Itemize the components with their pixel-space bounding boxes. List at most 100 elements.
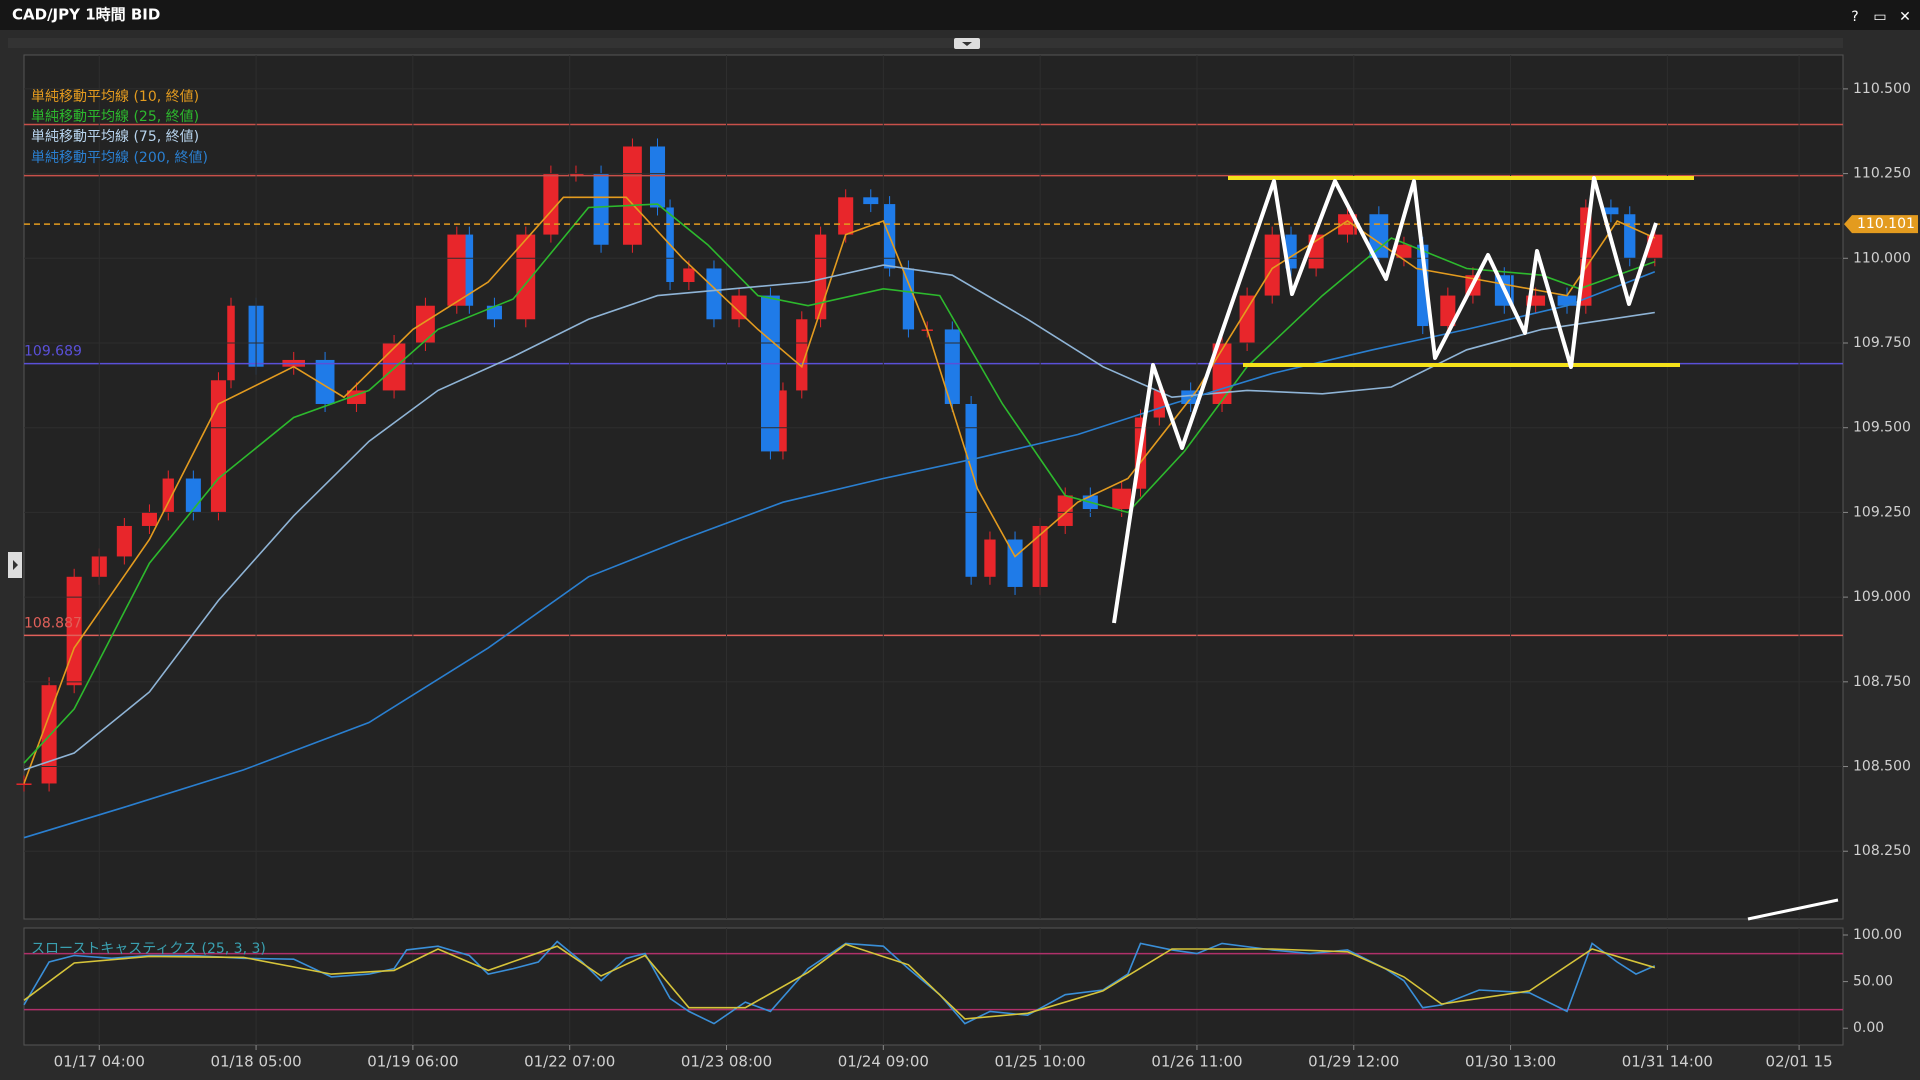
candle-body [162,478,174,513]
candle-body [1264,234,1280,296]
candle-body [447,234,467,306]
current-price-label: 110.101 [1857,216,1915,232]
candle-body [465,234,474,306]
candle-body [706,268,722,320]
candle-body [902,268,915,330]
trend-drawing [1747,898,1839,921]
maximize-button[interactable]: ▭ [1873,9,1886,25]
candle-body [731,295,747,320]
title-bar [0,0,1920,30]
candle-body [1624,214,1636,259]
current-price-tag [1844,215,1918,234]
x-tick-label: 01/18 05:00 [210,1053,301,1071]
candle-body [315,359,335,404]
x-tick-label: 01/24 09:00 [838,1053,929,1071]
candle-body [41,685,57,784]
legend: 単純移動平均線 (10, 終値) 単純移動平均線 (25, 終値) 単純移動平均… [31,89,208,166]
stoch-title: スローストキャスティクス (25, 3, 3) [31,941,266,957]
y-tick-label: 109.750 [1853,335,1911,351]
toggle-arrow [962,42,972,46]
y-tick-label: 110.250 [1853,166,1911,182]
series-line [23,271,1656,839]
candle-body [416,305,435,343]
toolbar [8,38,1843,48]
candle-body [210,380,226,513]
x-tick-label: 01/19 06:00 [367,1053,458,1071]
level-label: 109.689 [24,344,82,360]
candle-body [649,146,666,208]
y-tick-label: 110.500 [1853,81,1911,97]
legend-entry: 単純移動平均線 (200, 終値) [31,150,208,166]
candle-body [814,234,827,320]
series-line [23,264,1655,771]
drawings [1112,176,1839,921]
y-tick-label: 108.500 [1853,759,1911,775]
candle-body [984,539,996,577]
series-line [23,196,1656,784]
x-tick-label: 01/31 14:00 [1622,1053,1713,1071]
series-line [23,203,1656,764]
candle-body [623,146,642,245]
x-tick-label: 01/17 04:00 [54,1053,145,1071]
zigzag-drawing [1112,176,1658,624]
x-tick-label: 01/23 08:00 [681,1053,772,1071]
candle-body [116,525,132,557]
candle-body [863,197,879,205]
candle-body [1112,488,1132,510]
candle-body [944,329,960,404]
candle-body [486,305,502,320]
side-arrow [13,560,18,570]
candle-body [1440,295,1456,327]
y-tick-label: 0.00 [1853,1020,1884,1036]
legend-entry: 単純移動平均線 (25, 終値) [31,109,199,125]
main-plot [23,54,1844,920]
candle-body [1153,390,1165,418]
stoch-plot [23,927,1844,1046]
y-tick-label: 50.00 [1853,974,1893,990]
y-tick-label: 109.000 [1853,589,1911,605]
x-tick-label: 02/01 15 [1766,1053,1833,1071]
candle-body [1526,295,1546,306]
candle-body [185,478,201,513]
candle-body [965,403,977,577]
y-tick-label: 108.250 [1853,843,1911,859]
close-button[interactable]: ✕ [1899,9,1911,25]
candle-body [838,197,854,235]
window-title: CAD/JPY 1時間 BID [12,6,160,24]
candle-body [141,512,157,526]
candle-body [1239,295,1255,343]
candle-body [382,343,406,391]
candle-body [593,173,609,245]
candle-body [779,390,787,452]
marks: 108.250 108.500 108.750 109.000 109.250 109.5… [16,55,1918,1071]
x-tick-label: 01/29 12:00 [1308,1053,1399,1071]
candle-body [16,783,32,785]
help-button[interactable]: ? [1851,9,1858,25]
candle-body [796,319,808,391]
candle-body [1557,295,1577,306]
y-tick-label: 100.00 [1853,927,1902,943]
x-tick-label: 01/22 07:00 [524,1053,615,1071]
candle-body [1369,214,1389,259]
legend-entry: 単純移動平均線 (10, 終値) [31,89,199,105]
candle-body [516,234,536,320]
y-tick-label: 109.250 [1853,504,1911,520]
x-tick-label: 01/25 10:00 [995,1053,1086,1071]
candle-body [1417,244,1429,327]
legend-entry: 単純移動平均線 (75, 終値) [31,129,199,145]
x-tick-label: 01/26 11:00 [1151,1053,1242,1071]
candle-body [683,268,695,283]
level-label: 108.887 [24,615,82,631]
candle-body [761,295,780,452]
candle-body [1285,234,1297,269]
series-line [23,940,1656,1025]
candle-body [543,173,559,235]
y-tick-label: 110.000 [1853,250,1911,266]
x-tick-label: 01/30 13:00 [1465,1053,1556,1071]
y-tick-label: 108.750 [1853,674,1911,690]
y-tick-label: 109.500 [1853,420,1911,436]
series-line [23,943,1656,1020]
candle-body [1603,207,1619,215]
